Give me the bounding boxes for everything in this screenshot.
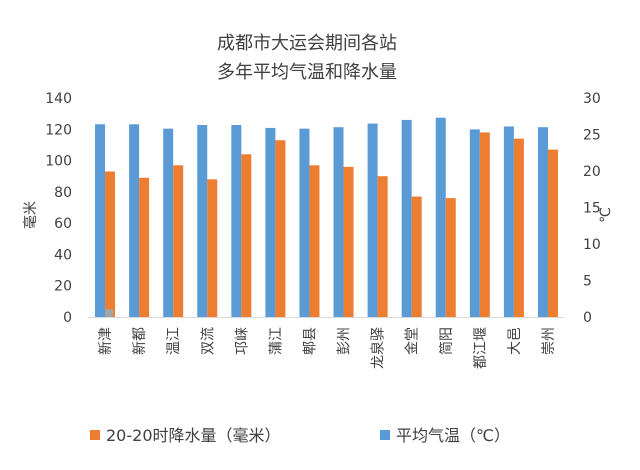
category-label: 邛崃 xyxy=(234,327,250,355)
chart-title-line-2: 多年平均气温和降水量 xyxy=(217,62,397,83)
precipitation-bar xyxy=(309,165,320,317)
category-label: 简阳 xyxy=(438,327,455,355)
temperature-bar xyxy=(163,128,174,317)
category-label: 金堂 xyxy=(405,327,421,355)
right-tick-label: 10 xyxy=(583,237,601,253)
precipitation-bar xyxy=(207,179,218,317)
gray-marker-bar xyxy=(105,309,114,317)
legend-label-precip: 20-20时降水量（毫米） xyxy=(106,426,281,445)
left-axis-label: 毫米 xyxy=(22,201,39,229)
temperature-bar xyxy=(401,119,412,318)
left-tick-label: 100 xyxy=(45,154,72,170)
right-axis-ticks: 0 5 10 15 20 25 30 xyxy=(583,91,601,326)
precipitation-bar xyxy=(139,177,150,317)
precipitation-bar xyxy=(241,154,252,317)
left-tick-label: 60 xyxy=(54,216,72,232)
category-label: 新津 xyxy=(98,327,114,355)
chart-title-line-1: 成都市大运会期间各站 xyxy=(217,33,397,54)
precipitation-bar xyxy=(411,196,422,317)
precipitation-bar xyxy=(343,166,354,317)
bars xyxy=(95,117,558,318)
temperature-bar xyxy=(231,125,242,317)
left-tick-label: 0 xyxy=(63,310,72,326)
precipitation-bar xyxy=(377,176,388,317)
left-tick-label: 140 xyxy=(45,91,72,107)
temperature-bar xyxy=(95,124,106,317)
precipitation-bar xyxy=(445,198,456,317)
category-label: 温江 xyxy=(166,327,182,355)
category-labels: 新津 新都 温江 双流 邛崃 蒲江 郫县 彭州 龙泉驿 金堂 简阳 都江堰 大邑 崇州 xyxy=(98,327,557,369)
category-label: 蒲江 xyxy=(268,327,284,355)
category-label: 双流 xyxy=(200,327,216,355)
left-tick-label: 120 xyxy=(45,122,72,138)
right-tick-label: 20 xyxy=(583,164,601,180)
temperature-bar xyxy=(299,128,310,317)
temperature-bar xyxy=(367,123,378,317)
temperature-bar xyxy=(469,129,480,317)
right-tick-label: 15 xyxy=(583,201,601,217)
precipitation-bar xyxy=(275,140,286,317)
category-label: 郫县 xyxy=(302,327,318,355)
legend-label-temp: 平均气温（℃） xyxy=(396,426,510,445)
category-label: 新都 xyxy=(132,327,148,355)
precipitation-bar xyxy=(513,138,524,317)
temperature-bar xyxy=(333,127,344,317)
category-label: 大邑 xyxy=(507,327,523,355)
left-axis-ticks: 0 20 40 60 80 100 120 140 xyxy=(45,91,72,326)
right-axis-label: ℃ xyxy=(598,207,614,223)
precipitation-bar xyxy=(105,171,116,317)
right-tick-label: 5 xyxy=(583,274,592,290)
temperature-bar xyxy=(537,127,548,317)
category-label: 彭州 xyxy=(337,327,353,355)
category-label: 都江堰 xyxy=(473,327,489,369)
temperature-bar xyxy=(435,117,446,318)
right-tick-label: 25 xyxy=(583,128,601,144)
left-tick-label: 80 xyxy=(54,185,72,201)
right-tick-label: 0 xyxy=(583,310,592,326)
category-label: 龙泉驿 xyxy=(370,327,387,369)
precipitation-bar xyxy=(547,149,558,317)
legend-swatch-precip xyxy=(90,430,100,440)
legend: 20-20时降水量（毫米） 平均气温（℃） xyxy=(90,426,510,445)
right-tick-label: 30 xyxy=(583,91,601,107)
precipitation-bar xyxy=(173,165,184,317)
precipitation-bar xyxy=(479,132,490,317)
temperature-bar xyxy=(265,127,276,318)
left-tick-label: 40 xyxy=(54,247,72,263)
temperature-bar xyxy=(129,124,140,317)
category-label: 崇州 xyxy=(541,327,557,355)
left-tick-label: 20 xyxy=(54,279,72,295)
temperature-bar xyxy=(197,125,208,317)
temperature-bar xyxy=(503,126,514,317)
legend-swatch-temp xyxy=(380,430,390,440)
